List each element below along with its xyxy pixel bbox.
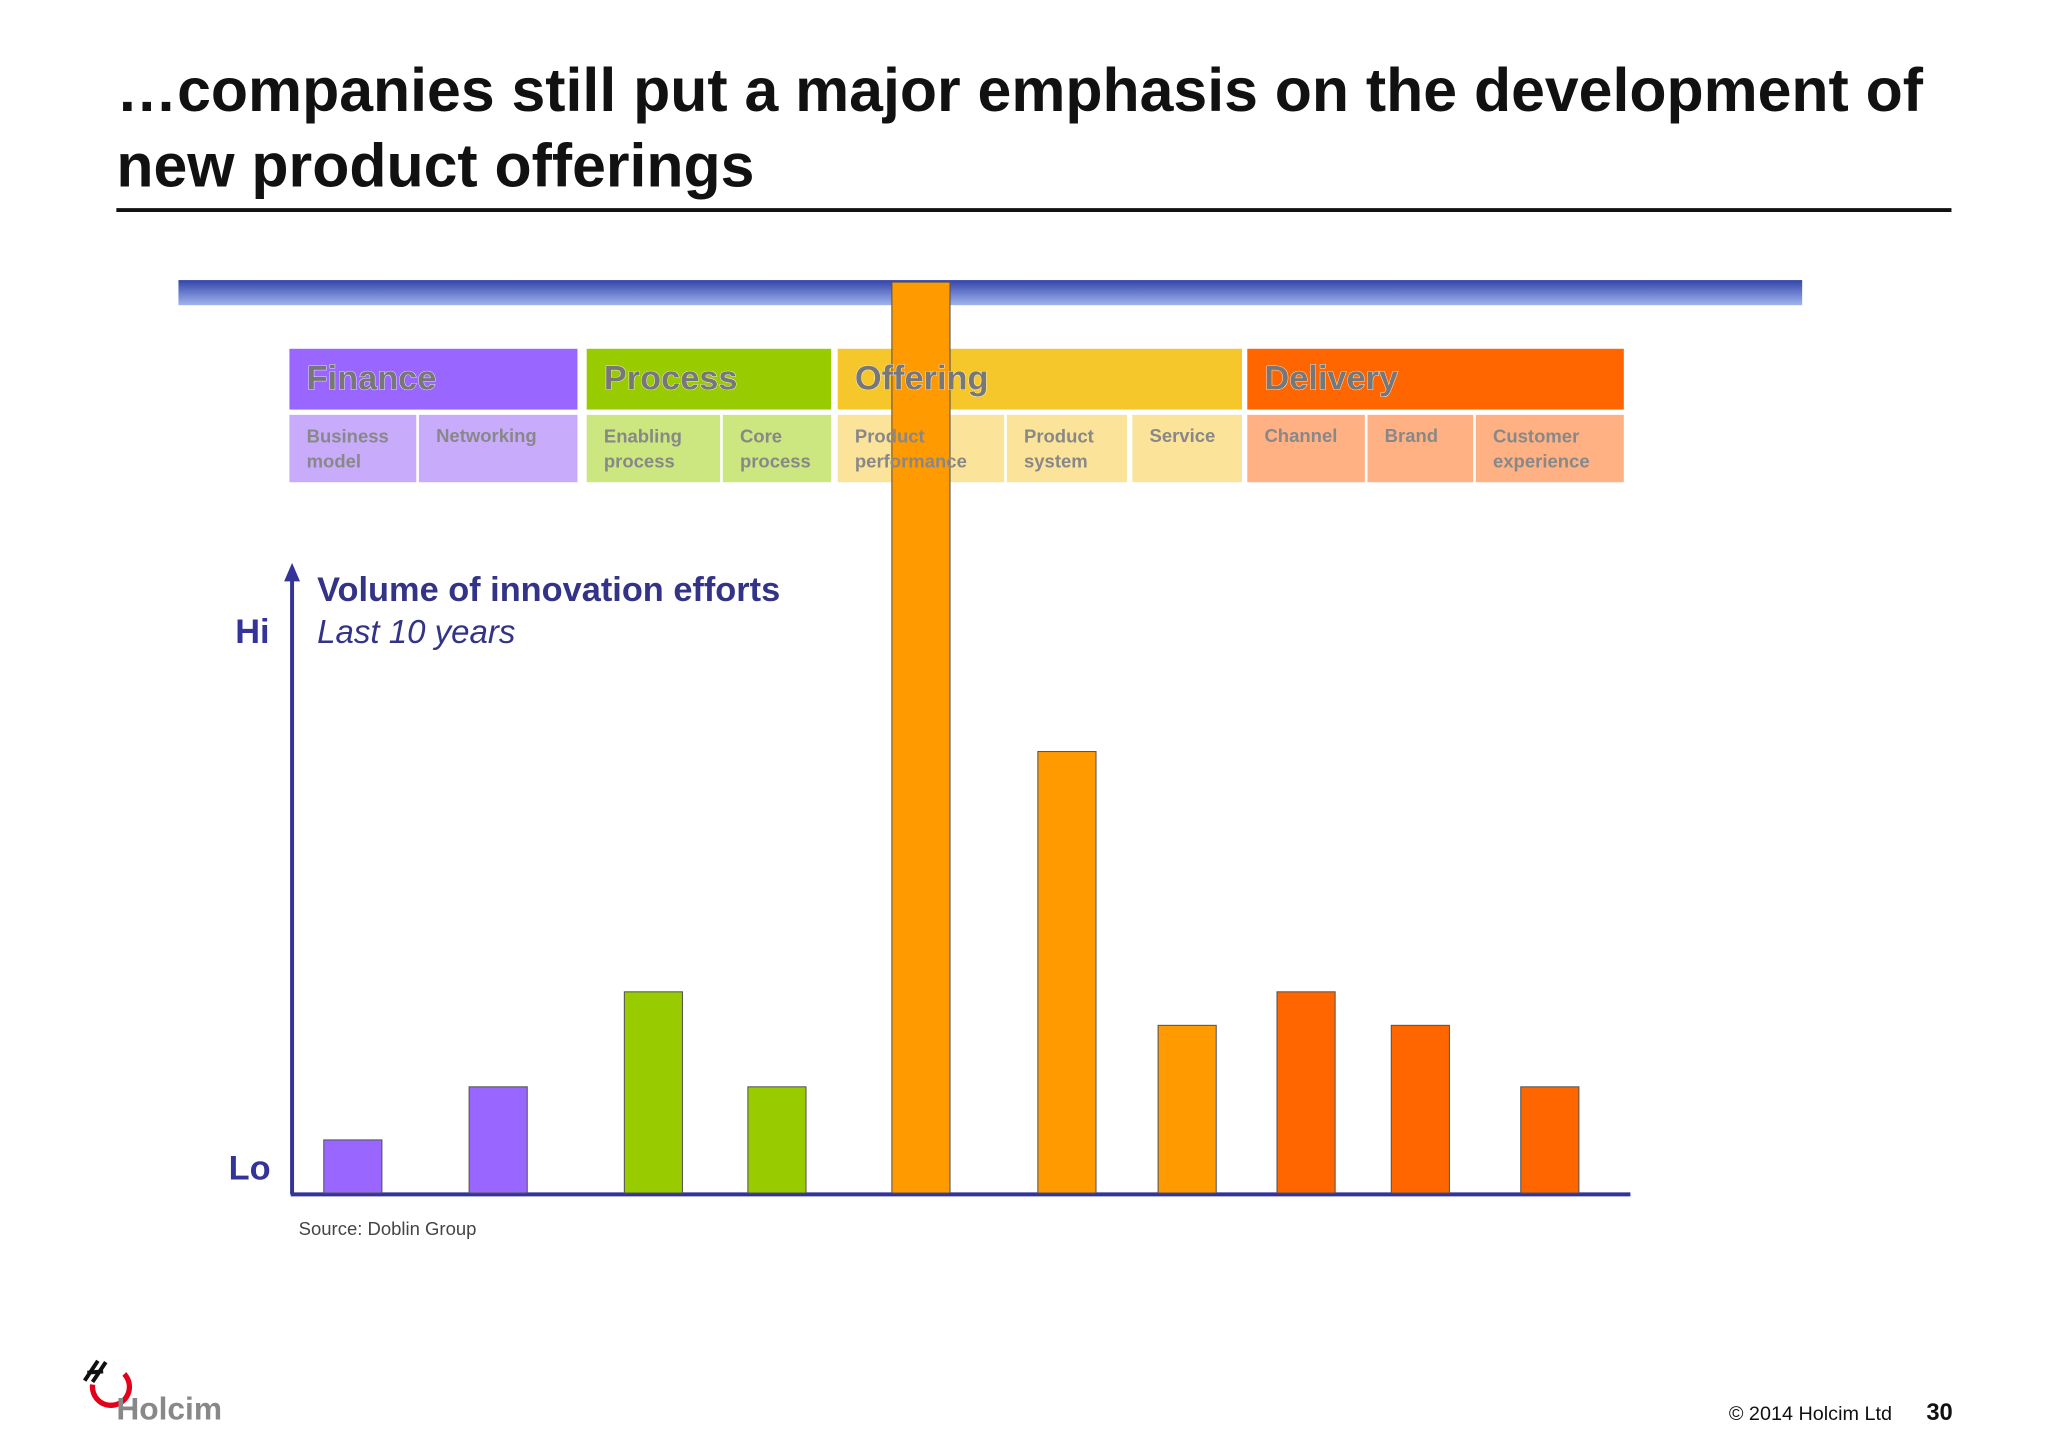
bar: [468, 1086, 528, 1194]
bar: [323, 1139, 383, 1194]
y-tick-label: Lo: [229, 1150, 271, 1188]
logo-h: [83, 1359, 108, 1384]
sub-header: [1367, 414, 1474, 483]
category-label: Product performance: [855, 425, 967, 471]
group-header: [289, 348, 578, 410]
sub-header: [1006, 414, 1128, 483]
y-tick-label: Hi: [235, 613, 269, 651]
category-label: Brand: [1385, 425, 1438, 446]
source: Source: Doblin Group: [299, 1218, 477, 1239]
bar: [891, 281, 951, 1194]
sub-header: [1247, 414, 1365, 483]
category-label: Core process: [740, 425, 811, 471]
y-axis-arrow: [284, 562, 300, 582]
copyright: © 2014 Holcim Ltd: [1729, 1403, 1892, 1425]
bar: [1390, 1024, 1450, 1194]
header-labels: Finance Business model Networking Process En…: [306, 359, 1590, 471]
logo-mark: [89, 1372, 133, 1408]
category-label: Networking: [436, 425, 537, 446]
chart-title: …companies still put a major emphasis on…: [116, 55, 1924, 200]
bar: [1520, 1086, 1580, 1194]
category-label: Business model: [307, 425, 394, 471]
category-label: Enabling process: [604, 425, 687, 471]
sub-header: [722, 414, 832, 483]
bar: [623, 991, 684, 1194]
group-name: Offering: [855, 360, 989, 398]
bars: [323, 281, 1580, 1194]
group-name: Finance: [307, 360, 437, 398]
group-name: Delivery: [1264, 360, 1398, 398]
group-header: [586, 348, 832, 410]
sub-header: [586, 414, 721, 483]
title-box: …companies still put a major emphasis on…: [116, 55, 1924, 200]
sub-header: [1475, 414, 1624, 483]
group-name: Process: [604, 360, 738, 398]
category-label: Service: [1150, 425, 1216, 446]
sub-header: [1132, 414, 1242, 483]
sub-header: [418, 414, 578, 483]
bar: [747, 1086, 807, 1194]
category-label: Customer experience: [1493, 425, 1590, 471]
page-number: 30: [1926, 1399, 1952, 1426]
headers: [289, 348, 1624, 483]
group-header: [1247, 348, 1624, 410]
bar: [1037, 750, 1097, 1194]
category-label: Channel: [1264, 425, 1337, 446]
sub-header: [289, 414, 417, 483]
blue-band: [178, 280, 1803, 306]
bar: [1157, 1024, 1217, 1194]
bar: [1276, 991, 1336, 1194]
y-sublabel: Last 10 years: [317, 613, 515, 650]
y-label: Volume of innovation efforts: [317, 571, 780, 609]
logo-text: Holcim: [116, 1390, 222, 1426]
category-label: Product system: [1024, 425, 1099, 471]
